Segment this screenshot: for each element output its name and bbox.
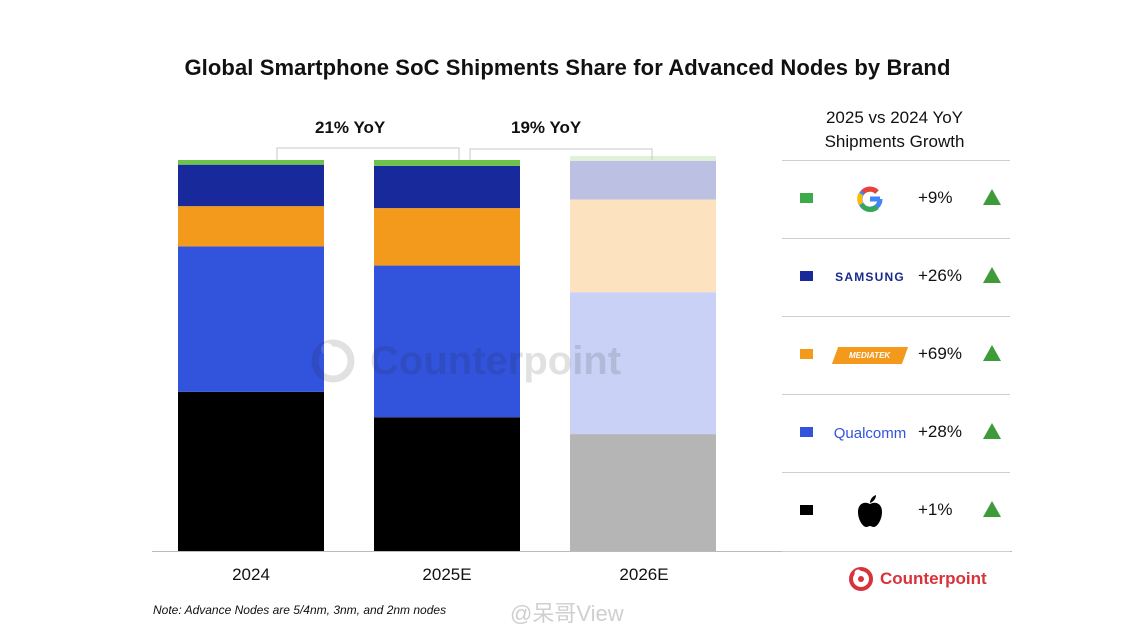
legend-divider (782, 238, 1010, 239)
up-triangle-icon (983, 189, 1001, 205)
bar-google-2025e (374, 160, 520, 166)
x-tick-2024: 2024 (232, 565, 270, 584)
legend-row-mediatek: MEDIATEK +69% (782, 316, 1010, 394)
mediatek-logo-text: MEDIATEK (849, 350, 891, 360)
legend-title-line2: Shipments Growth (824, 132, 965, 151)
bar-apple-2024 (178, 391, 324, 551)
yoy-annotation-2026: 19% YoY (511, 118, 582, 137)
apple-swatch (800, 505, 813, 515)
qualcomm-logo-text: Qualcomm (833, 424, 907, 442)
mediatek-swatch (800, 349, 813, 359)
samsung-growth: +26% (918, 266, 962, 285)
counterpoint-logo: Counterpoint (848, 566, 987, 592)
bar-mediatek-2024 (178, 206, 324, 247)
up-triangle-icon (983, 267, 1001, 283)
counterpoint-watermark-icon (311, 339, 355, 383)
google-growth: +9% (918, 188, 953, 207)
bar-qualcomm-2026e (570, 292, 716, 435)
google-swatch (800, 193, 813, 203)
mediatek-growth: +69% (918, 344, 962, 363)
apple-logo-icon (830, 494, 910, 528)
legend-row-apple: +1% (782, 472, 1010, 550)
yoy-bracket-2025 (276, 147, 460, 160)
qualcomm-growth: +28% (918, 422, 962, 441)
legend-divider (782, 394, 1010, 395)
legend-row-qualcomm: Qualcomm +28% (782, 394, 1010, 472)
legend-row-samsung: SAMSUNG +26% (782, 238, 1010, 316)
bar-qualcomm-2025e (374, 265, 520, 418)
samsung-logo: SAMSUNG (830, 260, 910, 294)
samsung-swatch (800, 271, 813, 281)
google-logo-icon (830, 182, 910, 216)
bar-mediatek-2026e (570, 199, 716, 293)
up-triangle-icon (983, 501, 1001, 517)
bar-apple-2025e (374, 417, 520, 551)
bar-apple-2026e (570, 434, 716, 551)
bar-google-2026e (570, 156, 716, 161)
x-tick-2026e: 2026E (619, 565, 669, 584)
up-triangle-icon (983, 423, 1001, 439)
overlay-watermark: @呆哥View (510, 601, 624, 626)
apple-growth: +1% (918, 500, 953, 519)
counterpoint-logo-icon (849, 567, 873, 591)
counterpoint-logo-text: Counterpoint (880, 569, 987, 588)
watermark-text: Counterpoint (370, 338, 622, 383)
samsung-logo-text: SAMSUNG (835, 270, 905, 284)
bar-samsung-2024 (178, 164, 324, 207)
yoy-annotation-2025: 21% YoY (315, 118, 386, 137)
legend-row-google: +9% (782, 160, 1010, 238)
legend-title-line1: 2025 vs 2024 YoY (825, 108, 964, 127)
up-triangle-icon (983, 345, 1001, 361)
legend-divider (782, 160, 1010, 161)
bar-mediatek-2025e (374, 208, 520, 266)
legend-divider (782, 551, 1010, 552)
bar-samsung-2026e (570, 160, 716, 200)
mediatek-logo: MEDIATEK (830, 338, 910, 372)
bar-google-2024 (178, 160, 324, 165)
legend-title: 2025 vs 2024 YoY Shipments Growth (782, 106, 1007, 154)
qualcomm-swatch (800, 427, 813, 437)
counterpoint-watermark: Counterpoint (310, 338, 621, 384)
bar-qualcomm-2024 (178, 246, 324, 392)
legend-divider (782, 316, 1010, 317)
legend-divider (782, 472, 1010, 473)
chart-title: Global Smartphone SoC Shipments Share fo… (184, 55, 951, 80)
yoy-bracket-2026 (469, 148, 653, 160)
bar-samsung-2025e (374, 165, 520, 209)
x-tick-2025e: 2025E (422, 565, 472, 584)
footnote: Note: Advance Nodes are 5/4nm, 3nm, and … (153, 603, 447, 617)
qualcomm-logo: Qualcomm (830, 416, 910, 450)
